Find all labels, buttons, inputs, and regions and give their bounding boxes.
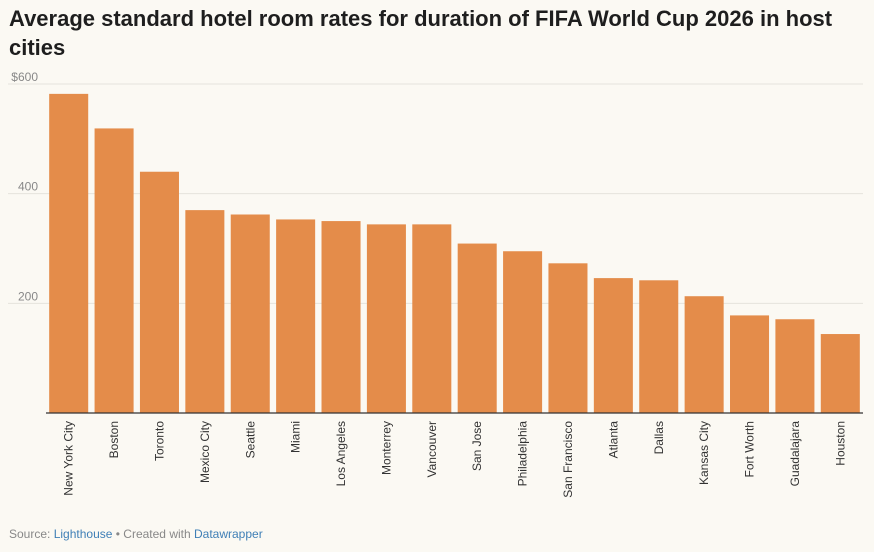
source-link[interactable]: Lighthouse [53, 527, 113, 541]
x-axis-labels: New York City Boston Toronto Mexico City Sea… [62, 421, 848, 498]
x-tick-label: Dallas [652, 421, 666, 454]
bar-monterrey[interactable] [366, 224, 406, 413]
x-tick-label: Houston [833, 421, 847, 466]
bar-houston[interactable] [820, 334, 860, 413]
bar-atlanta[interactable] [593, 278, 633, 413]
x-tick-label: San Jose [470, 421, 484, 471]
x-tick-label: Atlanta [606, 421, 620, 459]
bars [49, 93, 860, 414]
bar-mexico-city[interactable] [185, 210, 225, 413]
datawrapper-link[interactable]: Datawrapper [194, 527, 263, 541]
chart-footer: Source: Lighthouse • Created with Datawr… [9, 527, 263, 541]
bar-boston[interactable] [94, 128, 134, 414]
bar-new-york-city[interactable] [49, 93, 89, 414]
x-tick-label: Seattle [243, 421, 257, 459]
x-tick-label: Toronto [152, 421, 166, 461]
y-tick-label: 200 [18, 289, 38, 303]
bar-toronto[interactable] [139, 171, 179, 413]
x-tick-label: Boston [107, 421, 121, 458]
bar-philadelphia[interactable] [503, 251, 543, 413]
bar-kansas-city[interactable] [684, 296, 724, 413]
x-tick-label: Vancouver [425, 421, 439, 477]
bar-dallas[interactable] [639, 280, 679, 413]
bar-fort-worth[interactable] [730, 315, 770, 413]
y-tick-label: 400 [18, 180, 38, 194]
x-tick-label: New York City [62, 421, 76, 496]
source-prefix: Source: [9, 527, 54, 541]
x-tick-label: Kansas City [697, 421, 711, 485]
chart-title: Average standard hotel room rates for du… [9, 6, 833, 60]
bar-guadalajara[interactable] [775, 319, 815, 413]
bar-vancouver[interactable] [412, 224, 452, 413]
created-with-text: • Created with [112, 527, 194, 541]
x-tick-label: San Francisco [561, 421, 575, 498]
y-tick-label: $600 [11, 70, 38, 84]
bar-los-angeles[interactable] [321, 221, 361, 413]
bar-san-jose[interactable] [457, 243, 497, 413]
x-tick-label: Fort Worth [743, 421, 757, 477]
x-tick-label: Mexico City [198, 421, 212, 483]
x-tick-label: Los Angeles [334, 421, 348, 486]
x-tick-label: Monterrey [379, 421, 393, 475]
x-tick-label: Guadalajara [788, 421, 802, 487]
y-axis-tick-labels: 200 400 $600 [11, 70, 38, 303]
x-tick-label: Philadelphia [516, 421, 530, 487]
bar-seattle[interactable] [230, 214, 270, 414]
bar-san-francisco[interactable] [548, 263, 588, 413]
x-tick-label: Miami [289, 421, 303, 453]
bar-miami[interactable] [276, 219, 316, 413]
